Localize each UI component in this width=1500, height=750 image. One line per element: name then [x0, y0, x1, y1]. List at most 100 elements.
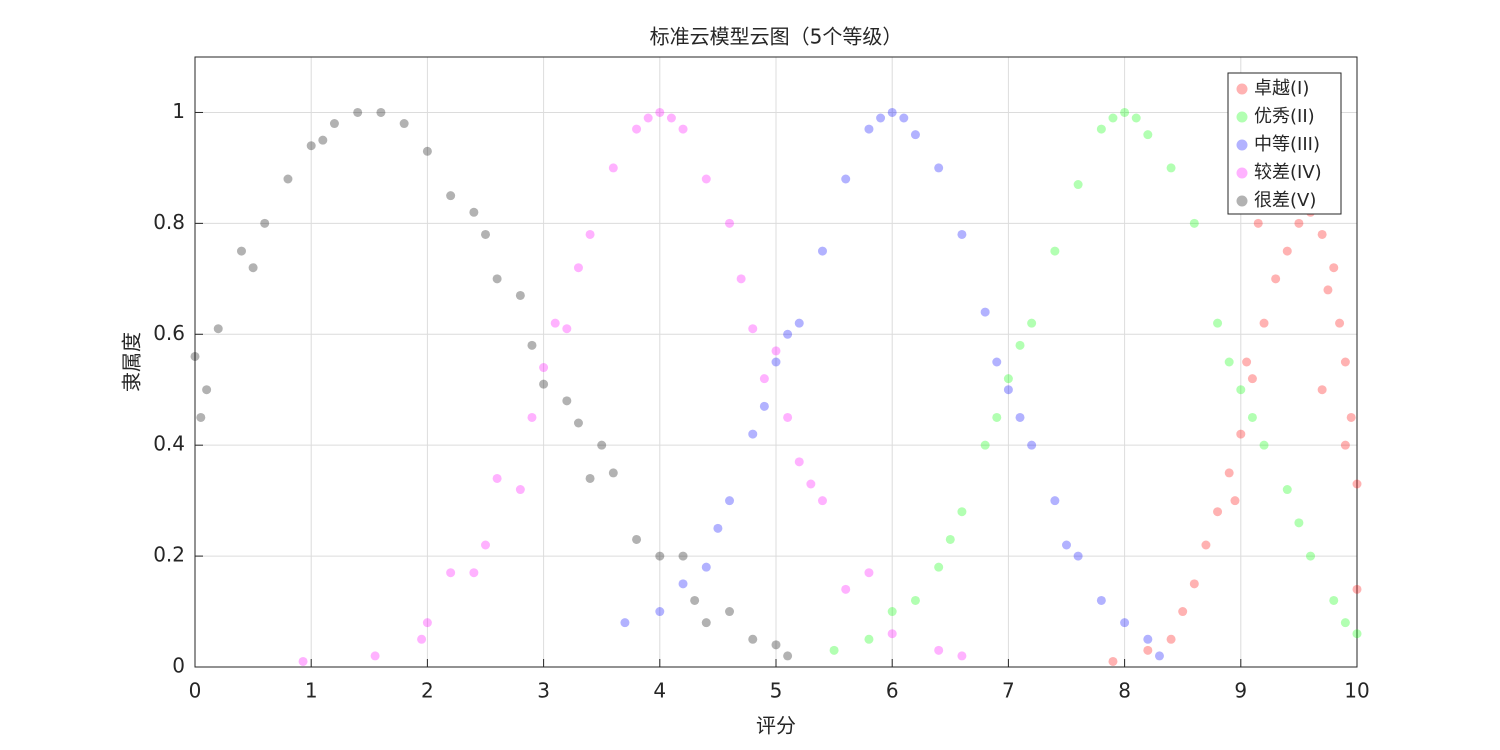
- point: [945, 534, 955, 544]
- point: [1282, 246, 1292, 256]
- point: [980, 307, 990, 317]
- point: [562, 396, 572, 406]
- point: [678, 579, 688, 589]
- point: [1340, 440, 1350, 450]
- point: [701, 562, 711, 572]
- point: [829, 645, 839, 655]
- point: [1108, 113, 1118, 123]
- point: [817, 246, 827, 256]
- point: [1352, 479, 1362, 489]
- point: [1015, 340, 1025, 350]
- point: [655, 551, 665, 561]
- point: [481, 229, 490, 239]
- point: [783, 412, 793, 422]
- point: [527, 340, 537, 350]
- point: [748, 429, 758, 439]
- point: [1282, 485, 1292, 495]
- point: [887, 607, 897, 617]
- legend-label: 中等(III): [1254, 134, 1320, 155]
- point: [1073, 551, 1083, 561]
- legend-label: 较差(IV): [1254, 162, 1322, 183]
- point: [597, 440, 607, 450]
- point: [794, 318, 804, 328]
- point: [771, 346, 781, 356]
- chart-title: 标准云模型云图（5个等级）: [650, 25, 903, 49]
- point: [1259, 318, 1269, 328]
- point: [1340, 357, 1350, 367]
- x-tick-label: 5: [770, 679, 783, 703]
- point: [655, 107, 665, 117]
- point: [771, 357, 781, 367]
- point: [1062, 540, 1071, 550]
- point: [1306, 551, 1316, 561]
- point: [298, 656, 308, 666]
- point: [1230, 496, 1240, 506]
- point: [1346, 412, 1356, 422]
- point: [899, 113, 909, 123]
- x-tick-label: 7: [1002, 679, 1015, 703]
- point: [841, 174, 851, 184]
- point: [1247, 412, 1257, 422]
- point: [492, 274, 502, 284]
- point: [446, 191, 456, 201]
- point: [1166, 163, 1176, 173]
- x-tick-label: 9: [1234, 679, 1247, 703]
- x-axis-label: 评分: [756, 714, 796, 738]
- point: [748, 324, 758, 334]
- point: [608, 163, 618, 173]
- point: [1259, 440, 1269, 450]
- x-tick-label: 3: [537, 679, 550, 703]
- point: [417, 634, 427, 644]
- legend-box: [1227, 72, 1342, 215]
- point: [370, 651, 380, 661]
- legend-marker: [1236, 195, 1248, 207]
- point: [1073, 180, 1083, 190]
- point: [515, 485, 525, 495]
- point: [213, 324, 223, 334]
- point: [1317, 385, 1327, 395]
- point: [260, 218, 270, 228]
- point: [1096, 124, 1106, 134]
- point: [957, 507, 967, 517]
- point: [1015, 412, 1025, 422]
- point: [1003, 374, 1013, 384]
- point: [1335, 318, 1345, 328]
- point: [759, 374, 769, 384]
- point: [1166, 634, 1176, 644]
- legend-label: 卓越(I): [1254, 78, 1309, 99]
- point: [1242, 357, 1252, 367]
- point: [1120, 618, 1130, 628]
- plot-frame: [194, 56, 1358, 668]
- point: [1131, 113, 1141, 123]
- point: [887, 629, 897, 639]
- point: [1317, 229, 1327, 239]
- point: [794, 457, 804, 467]
- point: [701, 618, 711, 628]
- y-tick-label: 1: [172, 99, 185, 123]
- x-tick-label: 2: [421, 679, 434, 703]
- point: [550, 318, 560, 328]
- y-tick-label: 0.8: [153, 210, 185, 234]
- point: [573, 418, 583, 428]
- point: [248, 263, 258, 273]
- point: [422, 146, 432, 156]
- point: [585, 229, 595, 239]
- x-tick-label: 1: [305, 679, 318, 703]
- point: [1213, 507, 1223, 517]
- x-tick-label: 0: [189, 679, 202, 703]
- point: [725, 218, 735, 228]
- point: [1236, 385, 1246, 395]
- point: [643, 113, 653, 123]
- point: [1027, 440, 1037, 450]
- legend-label: 很差(V): [1254, 190, 1316, 211]
- point: [1340, 618, 1350, 628]
- legend-label: 优秀(II): [1254, 106, 1315, 127]
- point: [783, 329, 793, 339]
- point: [725, 496, 735, 506]
- point: [1224, 468, 1234, 478]
- point: [202, 385, 212, 395]
- point: [887, 107, 897, 117]
- point: [1253, 218, 1263, 228]
- point: [992, 357, 1002, 367]
